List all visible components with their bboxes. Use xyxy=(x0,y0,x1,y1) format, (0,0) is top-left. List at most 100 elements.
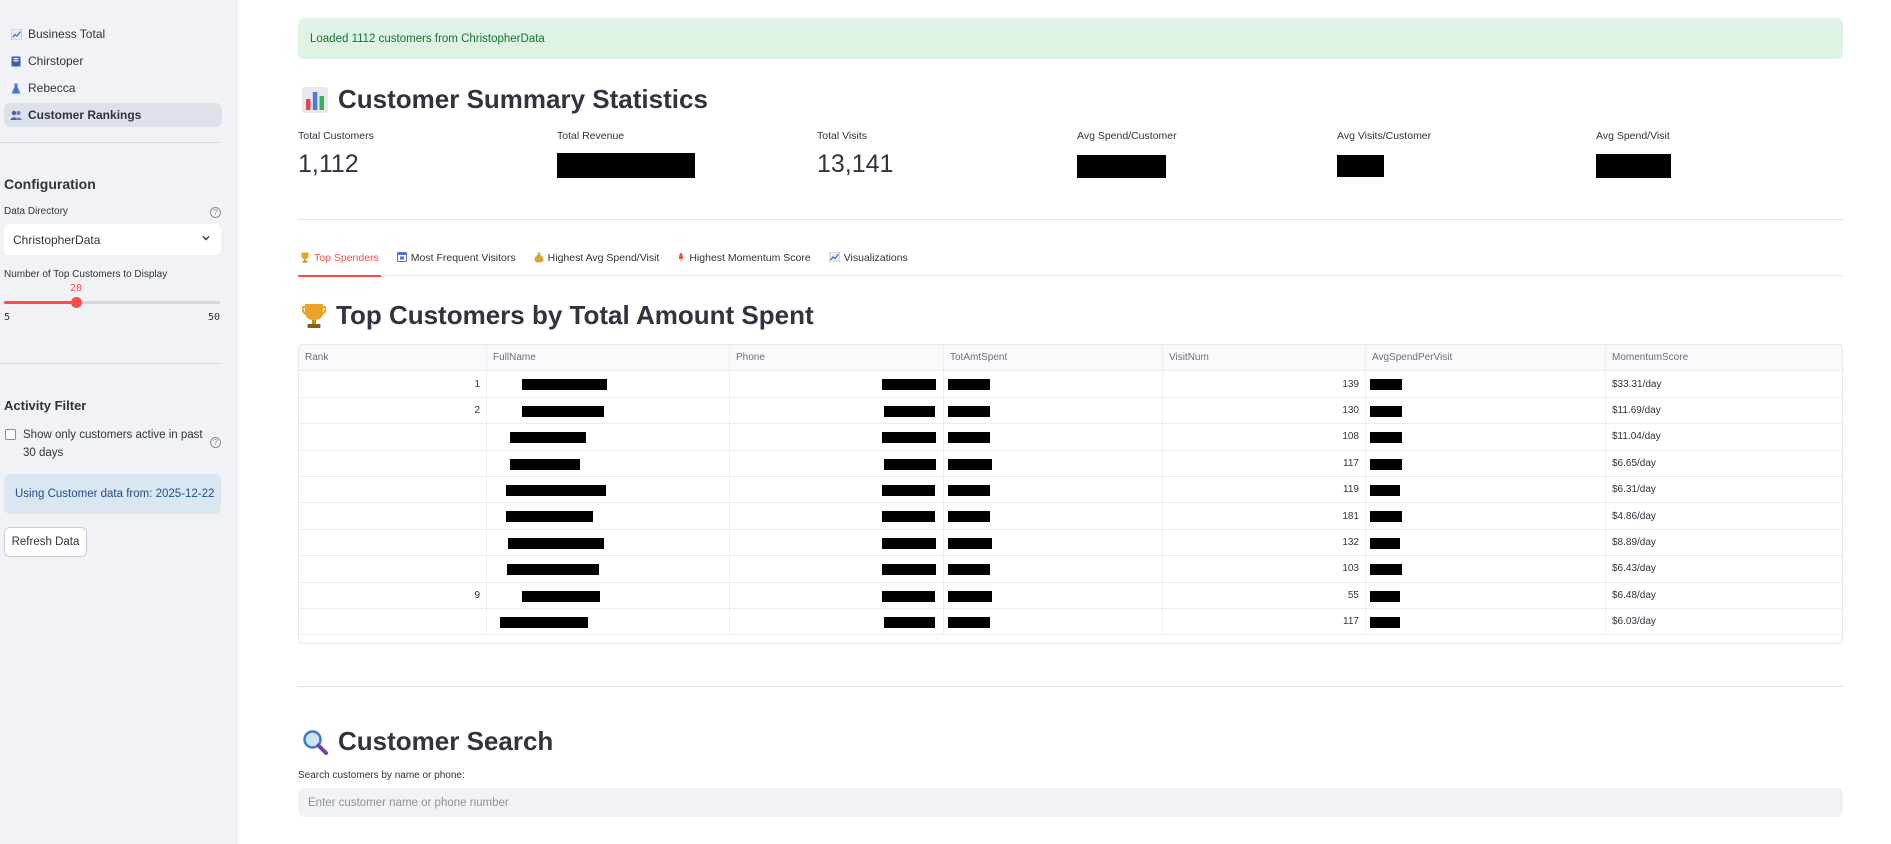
redacted-value xyxy=(948,590,992,602)
momentum-value: $6.03/day xyxy=(1612,616,1656,628)
redacted-value xyxy=(1370,432,1402,444)
summary-title: Customer Summary Statistics xyxy=(338,84,708,114)
rank-value: 9 xyxy=(474,589,480,601)
cell-fullname xyxy=(487,371,730,397)
refresh-data-button[interactable]: Refresh Data xyxy=(4,527,87,557)
cell-rank: 1 xyxy=(299,371,487,397)
cell-rank xyxy=(299,476,487,503)
magnifier-icon xyxy=(302,729,328,755)
slider-track[interactable] xyxy=(4,301,220,304)
table-row[interactable]: 117 $6.03/day xyxy=(299,608,1842,636)
cell-avgspendpervisit xyxy=(1366,503,1606,529)
nav-item-label: Chirstoper xyxy=(28,54,84,68)
col-rank[interactable]: Rank xyxy=(299,345,487,371)
cell-visitnum: 132 xyxy=(1163,529,1366,556)
redacted-value xyxy=(882,590,935,602)
redacted-value xyxy=(1370,537,1400,549)
cell-avgspendpervisit xyxy=(1366,608,1606,635)
help-icon[interactable]: ? xyxy=(210,207,221,218)
customer-search-input[interactable] xyxy=(298,788,1843,817)
col-avgspendpervisit[interactable]: AvgSpendPerVisit xyxy=(1366,345,1606,371)
cell-momentumscore: $6.03/day xyxy=(1606,609,1842,634)
table-row[interactable]: 119 $6.31/day xyxy=(299,476,1842,504)
top-customers-table[interactable]: Rank FullName Phone TotAmtSpent VisitNum… xyxy=(298,344,1843,644)
table-row[interactable]: 1 139 $33.31/day xyxy=(299,371,1842,398)
slider-thumb[interactable] xyxy=(71,297,82,308)
cell-rank xyxy=(299,556,487,582)
table-row[interactable]: 2 130 $11.69/day xyxy=(299,397,1842,425)
rank-value: 2 xyxy=(474,404,480,416)
slider-label: Number of Top Customers to Display xyxy=(4,269,168,280)
cell-momentumscore: $6.48/day xyxy=(1606,583,1842,608)
active-30-days-checkbox[interactable] xyxy=(5,429,16,440)
cell-avgspendpervisit xyxy=(1366,424,1606,450)
metric-total-revenue: Total Revenue xyxy=(557,130,695,180)
help-icon[interactable]: ? xyxy=(210,437,221,448)
activity-heading: Activity Filter xyxy=(4,398,87,413)
tab-top-spenders[interactable]: Top Spenders xyxy=(298,248,381,277)
redacted-value xyxy=(507,564,599,576)
nav-item-business-total[interactable]: Business Total xyxy=(4,22,222,46)
col-phone[interactable]: Phone xyxy=(730,345,944,371)
tab-label: Highest Momentum Score xyxy=(689,252,811,264)
nav-item-rebecca[interactable]: Rebecca xyxy=(4,76,222,100)
redacted-value xyxy=(1370,564,1402,576)
cell-rank xyxy=(299,424,487,450)
momentum-value: $11.04/day xyxy=(1612,431,1661,443)
cell-phone xyxy=(730,476,944,503)
cell-avgspendpervisit xyxy=(1366,582,1606,608)
metric-total-visits: Total Visits 13,141 xyxy=(817,130,893,180)
col-visitnum[interactable]: VisitNum xyxy=(1163,345,1366,371)
chevron-down-icon xyxy=(202,236,210,241)
cell-fullname xyxy=(487,608,730,635)
main-content: Loaded 1112 customers from ChristopherDa… xyxy=(298,0,1843,844)
tab-visualizations[interactable]: Visualizations xyxy=(827,248,910,276)
tab-most-frequent[interactable]: Most Frequent Visitors xyxy=(395,248,518,276)
redacted-value xyxy=(1370,458,1402,470)
cell-phone xyxy=(730,503,944,529)
cell-phone xyxy=(730,397,944,424)
col-totamtspent[interactable]: TotAmtSpent xyxy=(944,345,1163,371)
cell-visitnum: 108 xyxy=(1163,424,1366,450)
trophy-icon xyxy=(302,303,326,329)
col-momentumscore[interactable]: MomentumScore xyxy=(1612,352,1689,364)
sidebar-divider xyxy=(0,142,220,143)
nav-item-chirstoper[interactable]: Chirstoper xyxy=(4,49,222,73)
cell-totamtspent xyxy=(944,556,1163,582)
redacted-value xyxy=(882,537,936,549)
data-dir-select[interactable]: ChristopherData xyxy=(4,224,221,255)
nav-item-customer-rankings[interactable]: Customer Rankings xyxy=(4,103,222,127)
table-row[interactable]: 108 $11.04/day xyxy=(299,424,1842,451)
cell-phone xyxy=(730,450,944,476)
book-icon xyxy=(10,55,22,67)
momentum-value: $6.65/day xyxy=(1612,457,1656,469)
table-row[interactable]: 9 55 $6.48/day xyxy=(299,582,1842,609)
tab-highest-avg-spend[interactable]: Highest Avg Spend/Visit xyxy=(532,248,662,276)
table-row[interactable]: 103 $6.43/day xyxy=(299,556,1842,583)
top-customers-title: Top Customers by Total Amount Spent xyxy=(336,300,814,330)
momentum-value: $6.31/day xyxy=(1612,484,1656,496)
cell-visitnum: 139 xyxy=(1163,371,1366,397)
visits-value: 181 xyxy=(1342,510,1359,522)
redacted-value xyxy=(522,379,607,391)
cell-momentumscore: $4.86/day xyxy=(1606,503,1842,528)
cell-visitnum: 103 xyxy=(1163,556,1366,582)
metric-avg-spend-customer: Avg Spend/Customer xyxy=(1077,130,1177,180)
cell-rank xyxy=(299,608,487,635)
col-fullname[interactable]: FullName xyxy=(487,345,730,371)
redacted-value xyxy=(948,616,990,628)
search-heading: Customer Search xyxy=(302,726,553,757)
cell-totamtspent xyxy=(944,503,1163,529)
redacted-value xyxy=(884,458,936,470)
metric-total-customers: Total Customers 1,112 xyxy=(298,130,374,180)
cell-fullname xyxy=(487,503,730,529)
momentum-value: $6.48/day xyxy=(1612,589,1656,601)
cell-visitnum: 130 xyxy=(1163,397,1366,424)
table-row[interactable]: 117 $6.65/day xyxy=(299,450,1842,477)
table-row[interactable]: 181 $4.86/day xyxy=(299,503,1842,530)
tab-highest-momentum[interactable]: Highest Momentum Score xyxy=(675,248,812,276)
nav-item-label: Business Total xyxy=(28,27,106,41)
table-row[interactable]: 132 $8.89/day xyxy=(299,529,1842,557)
redacted-value xyxy=(510,432,586,444)
redacted-value xyxy=(1370,484,1400,496)
